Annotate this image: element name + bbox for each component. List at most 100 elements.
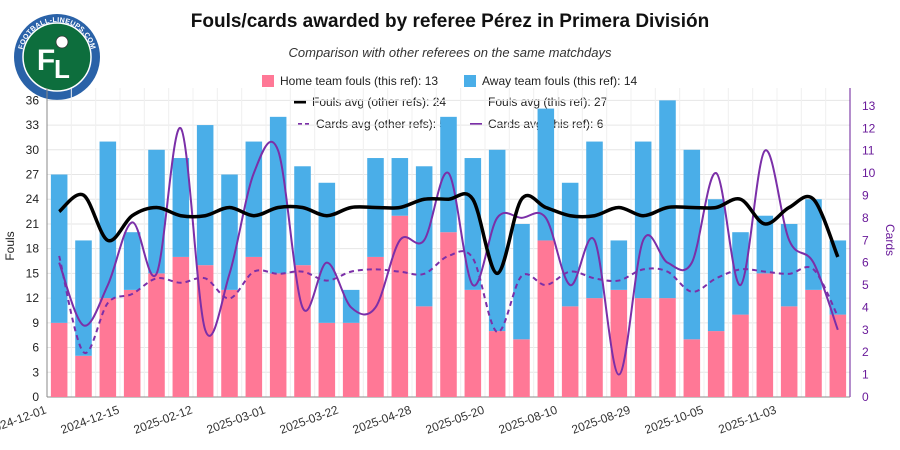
bar-away[interactable] bbox=[488, 149, 506, 332]
x-tick-label: 2025-10-05 bbox=[643, 403, 706, 437]
bar-home[interactable] bbox=[513, 339, 530, 397]
bar-away[interactable] bbox=[172, 158, 190, 257]
bar-home[interactable] bbox=[805, 289, 822, 397]
logo-ball-icon bbox=[55, 35, 69, 49]
bar-away[interactable] bbox=[391, 158, 409, 216]
bar-away[interactable] bbox=[537, 108, 555, 241]
bar-home[interactable] bbox=[148, 273, 165, 397]
line-cards-other-refs[interactable] bbox=[58, 250, 839, 354]
bar-away[interactable] bbox=[732, 232, 749, 315]
logo-inner-disc bbox=[22, 22, 92, 92]
bar-away[interactable] bbox=[464, 158, 482, 290]
bar-home[interactable] bbox=[610, 289, 628, 397]
bar-away[interactable] bbox=[707, 199, 725, 332]
bar-home[interactable] bbox=[50, 322, 68, 397]
bar-home[interactable] bbox=[294, 265, 311, 397]
x-tick-label: 2025-03-22 bbox=[278, 403, 341, 437]
bar-away[interactable] bbox=[561, 182, 579, 307]
logo-f-letter: F bbox=[37, 44, 55, 77]
bar-home[interactable] bbox=[683, 339, 701, 397]
bar-home[interactable] bbox=[415, 306, 433, 397]
bar-away[interactable] bbox=[196, 125, 214, 266]
bar-away[interactable] bbox=[513, 223, 530, 340]
y-tick-label: 12 bbox=[26, 291, 40, 305]
y-tick-label: 36 bbox=[26, 93, 40, 107]
legend-home[interactable]: Home team fouls (this ref): 13 bbox=[280, 74, 438, 88]
y-tick-label: 9 bbox=[32, 316, 39, 330]
x-tick-label: 2025-04-28 bbox=[351, 403, 414, 437]
bar-away[interactable] bbox=[269, 116, 287, 274]
y-tick-label: 27 bbox=[26, 168, 40, 182]
y2-tick-label: 6 bbox=[862, 256, 869, 270]
y-tick-label: 33 bbox=[26, 118, 40, 132]
y2-tick-label: 8 bbox=[862, 211, 869, 225]
y-tick-label: 21 bbox=[26, 217, 40, 231]
bar-away[interactable] bbox=[318, 182, 336, 323]
bar-home[interactable] bbox=[537, 240, 555, 397]
site-logo[interactable]: FOOTBALL-LINEUPS.COM F L bbox=[14, 14, 100, 100]
bar-home[interactable] bbox=[172, 256, 190, 397]
x-tick-label: 2025-02-12 bbox=[132, 403, 195, 437]
y2-tick-label: 3 bbox=[862, 323, 869, 337]
y2-tick-label: 7 bbox=[862, 233, 869, 247]
legend-swatch-away bbox=[464, 75, 476, 87]
bar-away[interactable] bbox=[610, 240, 628, 290]
bar-away[interactable] bbox=[586, 141, 603, 299]
bar-home[interactable] bbox=[732, 314, 749, 397]
bar-home[interactable] bbox=[561, 306, 579, 397]
y2-axis-title: Cards bbox=[883, 224, 897, 256]
bar-away[interactable] bbox=[75, 240, 92, 356]
chart-subtitle: Comparison with other referees on the sa… bbox=[289, 45, 612, 60]
bar-home[interactable] bbox=[829, 314, 847, 397]
line-cards-this-ref[interactable] bbox=[58, 127, 839, 376]
legend-fouls-this[interactable]: Fouls avg (this ref): 27 bbox=[488, 95, 608, 109]
bar-away[interactable] bbox=[245, 141, 263, 257]
bar-home[interactable] bbox=[99, 298, 117, 397]
bar-away[interactable] bbox=[415, 166, 433, 307]
bar-away[interactable] bbox=[50, 174, 68, 323]
bar-away[interactable] bbox=[756, 215, 774, 274]
y-axis-title: Fouls bbox=[3, 231, 17, 260]
bar-home[interactable] bbox=[75, 355, 92, 397]
bar-home[interactable] bbox=[756, 273, 774, 397]
bar-home[interactable] bbox=[659, 298, 676, 397]
bar-home[interactable] bbox=[440, 232, 457, 397]
bar-home[interactable] bbox=[391, 215, 409, 397]
bar-away[interactable] bbox=[829, 240, 847, 315]
legend-cards-other[interactable]: Cards avg (other refs): 5 bbox=[316, 117, 446, 131]
bar-away[interactable] bbox=[123, 232, 141, 290]
y-tick-label: 6 bbox=[32, 341, 39, 355]
y-tick-label: 3 bbox=[32, 365, 39, 379]
bar-home[interactable] bbox=[488, 331, 506, 397]
y2-tick-label: 0 bbox=[862, 390, 869, 404]
bar-home[interactable] bbox=[367, 256, 384, 397]
bar-home[interactable] bbox=[586, 298, 603, 397]
bar-away[interactable] bbox=[148, 149, 165, 274]
bar-home[interactable] bbox=[221, 289, 238, 397]
x-tick-label: 2025-08-29 bbox=[570, 403, 633, 437]
legend: Home team fouls (this ref): 13 Away team… bbox=[262, 74, 638, 131]
bar-home[interactable] bbox=[780, 306, 798, 397]
x-tick-label: 2024-12-15 bbox=[59, 403, 122, 437]
bar-home[interactable] bbox=[634, 298, 652, 397]
legend-away[interactable]: Away team fouls (this ref): 14 bbox=[482, 74, 638, 88]
bar-away[interactable] bbox=[99, 141, 117, 299]
bar-home[interactable] bbox=[245, 256, 263, 397]
bar-home[interactable] bbox=[464, 289, 482, 397]
y2-tick-label: 9 bbox=[862, 188, 869, 202]
bar-home[interactable] bbox=[123, 289, 141, 397]
bar-home[interactable] bbox=[707, 331, 725, 397]
y2-tick-label: 2 bbox=[862, 345, 869, 359]
line-fouls-other-refs[interactable] bbox=[58, 192, 840, 276]
bar-away[interactable] bbox=[294, 166, 311, 266]
bar-home[interactable] bbox=[342, 322, 360, 397]
bar-away[interactable] bbox=[659, 100, 676, 299]
x-tick-label: 2025-11-03 bbox=[717, 403, 779, 437]
bar-home[interactable] bbox=[269, 273, 287, 397]
x-tick-label: 2025-08-10 bbox=[497, 403, 560, 437]
bar-home[interactable] bbox=[318, 322, 336, 397]
y-tick-label: 0 bbox=[32, 390, 39, 404]
bar-away[interactable] bbox=[780, 223, 798, 307]
legend-fouls-other[interactable]: Fouls avg (other refs): 24 bbox=[312, 95, 446, 109]
